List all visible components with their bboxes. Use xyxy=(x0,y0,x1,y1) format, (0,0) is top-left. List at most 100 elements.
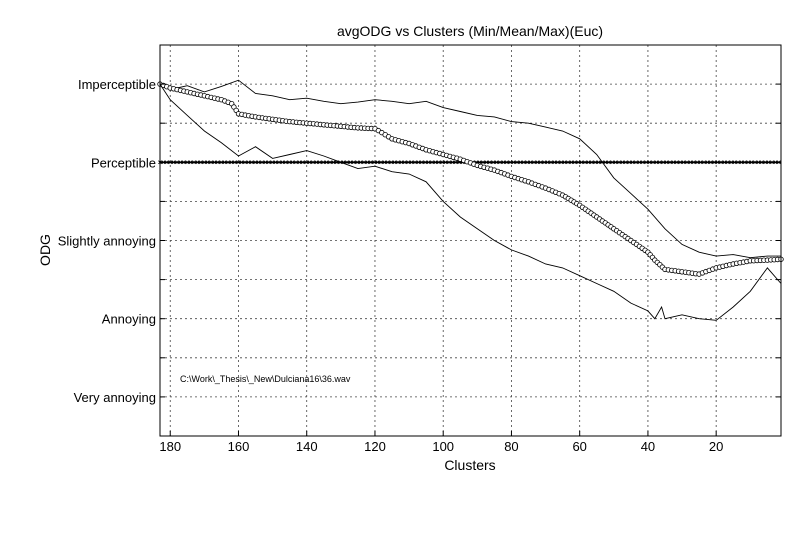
reference-marker xyxy=(759,160,764,165)
x-tick-label: 180 xyxy=(159,439,181,454)
reference-marker xyxy=(688,160,693,165)
reference-marker xyxy=(756,160,761,165)
x-tick-label: 40 xyxy=(641,439,655,454)
reference-marker xyxy=(644,160,649,165)
reference-marker xyxy=(508,160,513,165)
reference-marker xyxy=(484,160,489,165)
reference-marker xyxy=(525,160,530,165)
reference-marker xyxy=(691,160,696,165)
reference-marker xyxy=(698,160,703,165)
reference-marker xyxy=(209,160,213,165)
reference-marker xyxy=(232,160,237,165)
reference-marker xyxy=(773,160,778,165)
reference-marker xyxy=(593,160,598,165)
reference-marker xyxy=(739,160,744,165)
reference-marker xyxy=(746,160,751,165)
reference-marker xyxy=(294,160,298,165)
x-tick-label: 140 xyxy=(296,439,318,454)
reference-marker xyxy=(307,160,312,165)
reference-marker xyxy=(685,160,689,165)
x-tick-label: 80 xyxy=(504,439,518,454)
reference-marker xyxy=(273,160,278,165)
reference-marker xyxy=(324,160,329,165)
x-tick-label: 20 xyxy=(709,439,723,454)
x-tick-label: 120 xyxy=(364,439,386,454)
reference-marker xyxy=(491,160,496,165)
reference-marker xyxy=(198,160,203,165)
reference-marker xyxy=(668,160,672,165)
reference-marker xyxy=(205,160,210,165)
reference-marker xyxy=(559,160,564,165)
reference-marker xyxy=(260,160,264,165)
reference-marker xyxy=(501,160,506,165)
reference-marker xyxy=(487,160,492,165)
reference-marker xyxy=(168,160,173,165)
reference-marker xyxy=(311,160,315,165)
reference-marker xyxy=(606,160,611,165)
reference-marker xyxy=(202,160,207,165)
reference-marker xyxy=(617,160,621,165)
reference-marker xyxy=(256,160,261,165)
reference-marker xyxy=(164,160,169,165)
reference-marker xyxy=(586,160,591,165)
reference-marker xyxy=(742,160,747,165)
reference-marker xyxy=(722,160,727,165)
reference-marker xyxy=(637,160,642,165)
reference-marker xyxy=(770,160,774,165)
reference-marker xyxy=(664,160,669,165)
reference-marker xyxy=(239,160,244,165)
reference-marker xyxy=(433,160,438,165)
reference-marker xyxy=(518,160,523,165)
reference-marker xyxy=(192,160,196,165)
y-tick-label: Imperceptible xyxy=(78,77,156,92)
reference-marker xyxy=(651,160,655,165)
reference-marker xyxy=(178,160,183,165)
reference-marker xyxy=(263,160,268,165)
reference-marker xyxy=(426,160,431,165)
reference-marker xyxy=(321,160,326,165)
reference-marker xyxy=(317,160,322,165)
reference-marker xyxy=(555,160,560,165)
reference-marker xyxy=(695,160,700,165)
reference-marker xyxy=(566,160,570,165)
reference-marker xyxy=(188,160,193,165)
reference-marker xyxy=(729,160,734,165)
reference-marker xyxy=(348,160,353,165)
reference-marker xyxy=(647,160,652,165)
reference-marker xyxy=(219,160,224,165)
reference-marker xyxy=(270,160,275,165)
reference-marker xyxy=(569,160,574,165)
reference-marker xyxy=(453,160,458,165)
reference-marker xyxy=(579,160,584,165)
series-line-max xyxy=(159,79,781,259)
reference-marker xyxy=(413,160,417,165)
reference-marker xyxy=(368,160,373,165)
reference-marker xyxy=(583,160,587,165)
reference-marker xyxy=(358,160,363,165)
reference-marker xyxy=(702,160,706,165)
reference-marker xyxy=(406,160,411,165)
reference-marker xyxy=(304,160,309,165)
reference-marker xyxy=(229,160,234,165)
reference-marker xyxy=(681,160,686,165)
reference-marker xyxy=(708,160,713,165)
file-path-annotation: C:\Work\_Thesis\_New\Dulciana16\36.wav xyxy=(180,374,351,384)
reference-marker xyxy=(538,160,543,165)
reference-marker xyxy=(402,160,407,165)
reference-marker xyxy=(603,160,608,165)
reference-marker xyxy=(287,160,292,165)
reference-marker xyxy=(511,160,516,165)
axis-ticks: 180 160 140 120 100 80 60 40 20 Imperceptible Perc… xyxy=(58,44,781,454)
reference-marker xyxy=(385,160,390,165)
reference-marker xyxy=(535,160,540,165)
reference-marker xyxy=(545,160,550,165)
reference-marker xyxy=(627,160,632,165)
reference-marker xyxy=(532,160,536,165)
reference-marker xyxy=(345,160,349,165)
x-tick-label: 100 xyxy=(432,439,454,454)
reference-marker xyxy=(222,160,227,165)
reference-marker xyxy=(613,160,618,165)
reference-marker xyxy=(283,160,288,165)
reference-marker xyxy=(620,160,625,165)
